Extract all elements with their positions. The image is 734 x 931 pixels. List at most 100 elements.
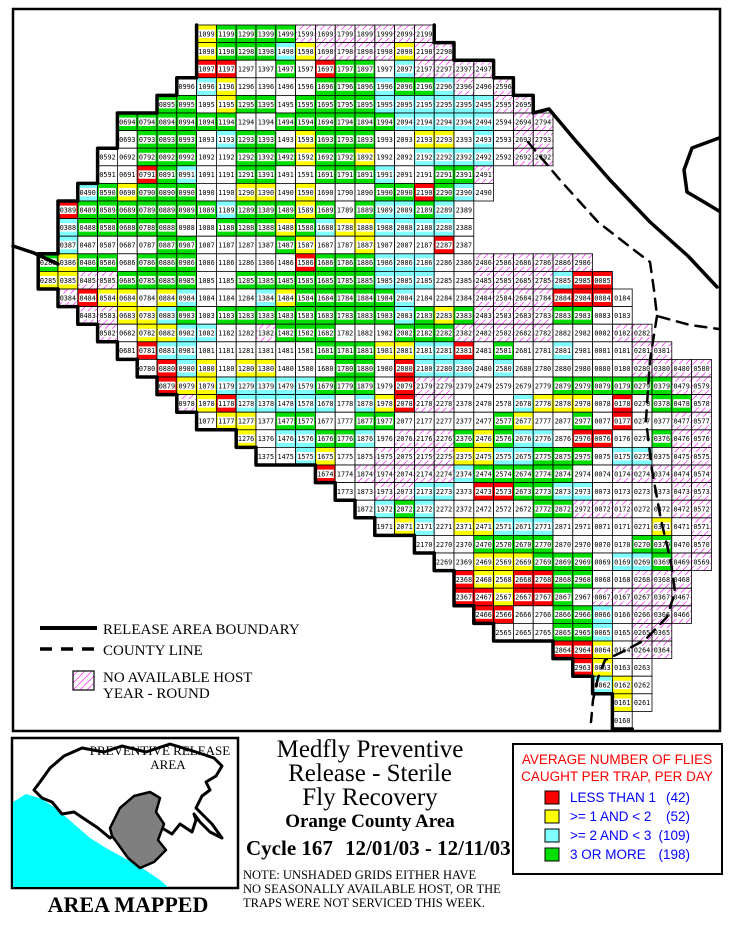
grid-cell-label-bg	[356, 29, 374, 38]
grid-cell-label: 2197	[416, 66, 432, 74]
grid-cell-label-bg	[217, 205, 235, 214]
grid-cell-label: 1291	[238, 171, 254, 179]
grid-cell-label-bg	[415, 487, 433, 496]
grid-cell-label-bg	[257, 328, 275, 338]
grid-cell-label: 1676	[317, 435, 333, 443]
grid-cell-label: 2769	[535, 558, 551, 566]
grid-cell-label: 0262	[634, 682, 650, 690]
grid-cell-label: 0987	[179, 242, 195, 250]
grid-cell-label-bg	[99, 328, 116, 338]
grid-cell-label-bg	[356, 452, 374, 461]
grid-cell-label: 1993	[377, 136, 393, 144]
grid-cell-label-bg	[633, 592, 651, 602]
grid-cell-label: 0478	[674, 400, 690, 408]
grid-cell-label-bg	[554, 364, 572, 373]
grid-cell-label: 2985	[575, 277, 591, 285]
grid-cell-label-bg	[673, 452, 691, 461]
grid-cell-label-bg	[237, 29, 255, 38]
grid-cell-label-bg	[554, 416, 572, 426]
grid-cell-label: 2774	[535, 470, 551, 478]
grid-cell-label-bg	[158, 100, 176, 109]
grid-cell-label-bg	[396, 487, 413, 496]
grid-cell-label: 1686	[317, 259, 333, 267]
grid-cell-label-bg	[118, 170, 136, 179]
grid-cell-label: 2963	[575, 664, 591, 672]
grid-cell-label: 2766	[535, 611, 551, 619]
grid-cell-label: 1082	[198, 330, 214, 338]
grid-cell-label: 0160	[614, 717, 630, 725]
grid-cell-label: 2090	[396, 189, 412, 197]
grid-cell-label: 1596	[297, 83, 313, 91]
grid-cell-label-bg	[376, 152, 394, 162]
grid-cell-label-bg	[257, 188, 275, 197]
grid-cell-label: 2677	[515, 418, 531, 426]
grid-cell-label: 2195	[416, 101, 432, 109]
grid-cell-label: 0180	[614, 365, 630, 373]
grid-cell-label: 0693	[119, 136, 135, 144]
grid-cell-label: 1990	[377, 189, 393, 197]
grid-cell-label-bg	[138, 170, 156, 179]
grid-cell-label-bg	[633, 381, 651, 390]
grid-cell-label: 2784	[535, 294, 551, 302]
grid-cell-label-bg	[178, 311, 196, 320]
grid-cell-label-bg	[336, 82, 354, 91]
grid-cell-label: 2884	[555, 294, 571, 302]
grid-cell-label-bg	[693, 469, 710, 478]
grid-cell-label-bg	[415, 381, 433, 390]
grid-cell-label: 0578	[693, 400, 709, 408]
grid-cell-label-bg	[257, 240, 275, 250]
grid-cell-label: 2595	[495, 101, 511, 109]
grid-cell-label-bg	[316, 293, 334, 302]
grid-cell-label: 1375	[258, 453, 274, 461]
grid-cell-label-bg	[514, 469, 532, 478]
grid-cell-label: 1793	[337, 136, 353, 144]
grid-cell-label-bg	[693, 399, 710, 408]
grid-cell-label: 2091	[396, 171, 412, 179]
grid-cell-label-bg	[396, 170, 413, 179]
grid-cell-label-bg	[673, 557, 691, 566]
grid-cell-label: 2085	[396, 277, 412, 285]
grid-cell-label-bg	[514, 452, 532, 461]
grid-cell-label: 2683	[515, 312, 531, 320]
grid-cell-label: 2577	[495, 418, 511, 426]
grid-cell-label: 1774	[337, 470, 353, 478]
grid-cell-label-bg	[99, 170, 116, 179]
county-line-east	[589, 314, 677, 724]
grid-cell-label-bg	[237, 135, 255, 144]
grid-cell-label: 2397	[456, 66, 472, 74]
grid-cell-label-bg	[297, 293, 314, 302]
grid-cell-label-bg	[217, 416, 235, 426]
grid-cell-label-bg	[455, 152, 473, 162]
grid-cell-label-bg	[118, 258, 136, 267]
grid-cell-label: 1679	[317, 382, 333, 390]
grid-cell-label-bg	[574, 575, 592, 584]
grid-cell-label: 1187	[218, 242, 234, 250]
grid-cell-label-bg	[237, 152, 255, 162]
grid-cell-label: 2084	[396, 294, 412, 302]
grid-cell-label: 0895	[159, 101, 175, 109]
grid-cell-label: 1278	[238, 400, 254, 408]
grid-cell-label: 2076	[396, 435, 412, 443]
grid-cell-label-bg	[277, 311, 295, 320]
grid-cell-label: 2771	[535, 523, 551, 531]
grid-cell-label-bg	[435, 152, 453, 162]
grid-cell-label-bg	[633, 452, 651, 461]
grid-cell-label-bg	[336, 487, 354, 496]
grid-cell-label: 2575	[495, 453, 511, 461]
grid-cell-label-bg	[376, 64, 394, 74]
grid-cell-label-bg	[415, 504, 433, 514]
grid-cell-label: 1085	[198, 277, 214, 285]
grid-cell-label: 1675	[317, 453, 333, 461]
grid-cell-label: 2466	[476, 611, 492, 619]
grid-cell-label: 2669	[515, 558, 531, 566]
grid-cell-label: 1593	[297, 136, 313, 144]
grid-cell-label-bg	[673, 416, 691, 426]
grid-cell-label-bg	[633, 346, 651, 355]
grid-cell-label-bg	[475, 188, 493, 197]
grid-cell-label: 0486	[80, 259, 96, 267]
grid-cell-label-bg	[455, 434, 473, 443]
grid-cell-label: 1697	[317, 66, 333, 74]
grid-cell-label: 0071	[594, 523, 610, 531]
grid-cell-label: 2574	[495, 470, 511, 478]
grid-cell-label-bg	[376, 346, 394, 355]
